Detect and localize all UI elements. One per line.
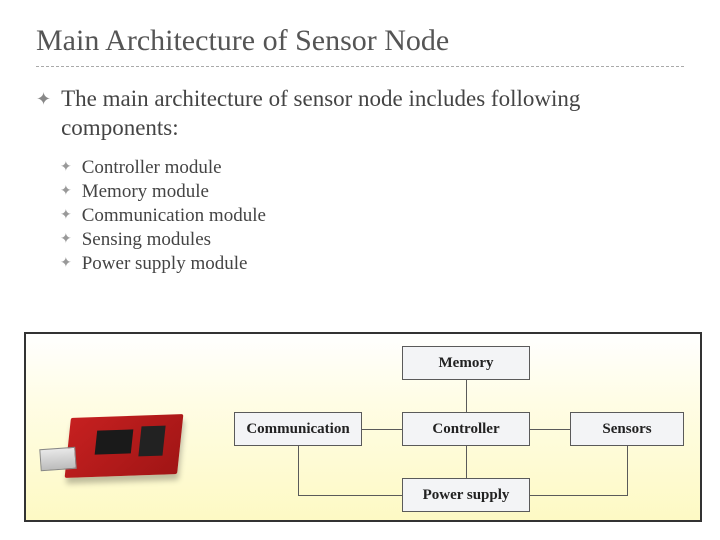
connector <box>530 495 628 496</box>
connector <box>627 446 628 495</box>
block-controller: Controller <box>402 412 530 446</box>
intro-text: The main architecture of sensor node inc… <box>61 85 684 143</box>
list-item: ✦ Communication module <box>60 205 684 227</box>
connector <box>530 429 570 430</box>
bullet-icon: ✦ <box>36 89 51 111</box>
title-underline <box>36 66 684 67</box>
bullet-icon: ✦ <box>60 183 72 200</box>
list-item-label: Controller module <box>82 157 222 179</box>
list-item: ✦ Sensing modules <box>60 229 684 251</box>
list-item-label: Sensing modules <box>82 229 211 251</box>
chip-icon <box>138 426 165 457</box>
list-item-label: Memory module <box>82 181 209 203</box>
block-label: Memory <box>439 355 494 372</box>
connector <box>362 429 402 430</box>
block-label: Sensors <box>602 421 651 438</box>
block-communication: Communication <box>234 412 362 446</box>
list-item-label: Power supply module <box>82 253 248 275</box>
bullet-icon: ✦ <box>60 255 72 272</box>
bullet-icon: ✦ <box>60 231 72 248</box>
component-list: ✦ Controller module ✦ Memory module ✦ Co… <box>60 157 684 275</box>
block-power: Power supply <box>402 478 530 512</box>
page-title: Main Architecture of Sensor Node <box>36 24 684 58</box>
bullet-icon: ✦ <box>60 159 72 176</box>
block-label: Power supply <box>423 487 510 504</box>
block-label: Controller <box>432 421 499 438</box>
connector <box>466 380 467 412</box>
connector <box>298 495 402 496</box>
list-item: ✦ Controller module <box>60 157 684 179</box>
bullet-icon: ✦ <box>60 207 72 224</box>
sensor-board-photo <box>40 412 190 490</box>
connector <box>466 446 467 478</box>
architecture-diagram: Memory Communication Controller Sensors … <box>24 332 702 522</box>
usb-plug-icon <box>39 447 76 471</box>
block-memory: Memory <box>402 346 530 380</box>
intro-row: ✦ The main architecture of sensor node i… <box>36 85 684 143</box>
list-item-label: Communication module <box>82 205 266 227</box>
list-item: ✦ Power supply module <box>60 253 684 275</box>
list-item: ✦ Memory module <box>60 181 684 203</box>
block-sensors: Sensors <box>570 412 684 446</box>
chip-icon <box>95 429 134 454</box>
connector <box>298 446 299 495</box>
block-label: Communication <box>246 421 349 438</box>
